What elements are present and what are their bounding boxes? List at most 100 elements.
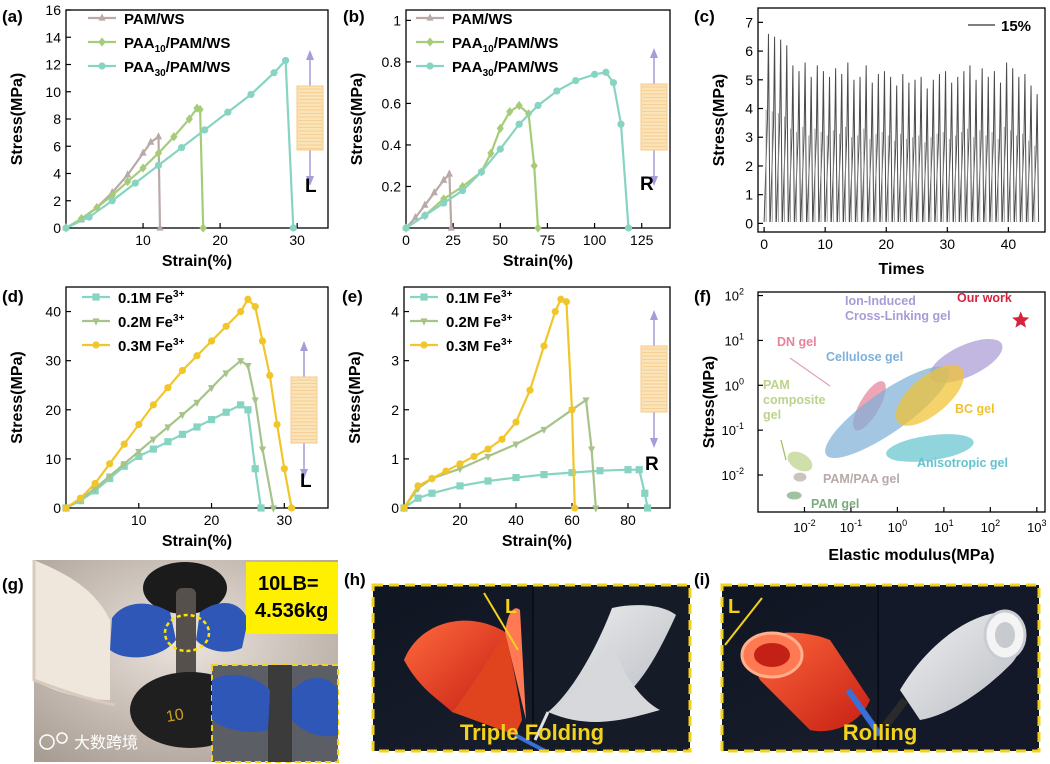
annotation-arrow bbox=[789, 357, 831, 387]
chart-f: 10-2 10-1 100 101 102 103 10-2 10-1 100 101 102 Ela… bbox=[701, 287, 1047, 564]
y-tick-label: 40 bbox=[45, 304, 61, 320]
data-point bbox=[154, 132, 163, 140]
data-point bbox=[201, 126, 209, 134]
data-point bbox=[590, 70, 599, 78]
data-point bbox=[178, 412, 187, 420]
data-point bbox=[85, 213, 93, 221]
data-point bbox=[280, 465, 288, 473]
series-cyclic bbox=[763, 33, 1040, 222]
legend-marker bbox=[426, 62, 434, 70]
data-point bbox=[131, 179, 139, 187]
data-point bbox=[458, 187, 467, 195]
plot-frame bbox=[65, 286, 329, 509]
cycle-peak bbox=[769, 36, 777, 222]
data-point bbox=[430, 188, 438, 196]
data-point bbox=[124, 177, 132, 187]
y-tick-label: 20 bbox=[45, 402, 61, 418]
legend-marker bbox=[92, 318, 100, 326]
x-tick-label: 10-2 bbox=[793, 518, 815, 535]
panel-a-label: (a) bbox=[2, 7, 23, 26]
sample-direction-tag: R bbox=[645, 454, 659, 475]
x-tick-label: 20 bbox=[452, 512, 468, 528]
data-point bbox=[411, 213, 420, 221]
weight-label-line2: 4.536kg bbox=[255, 600, 328, 622]
region-label: PAM composite gel bbox=[763, 378, 826, 422]
panel-c-label: (c) bbox=[694, 7, 715, 26]
chart-a: 10 20 30 0 2 4 6 8 10 12 14 16 Strain(%) Stress(MPa) P… bbox=[9, 2, 329, 270]
y-tick-label: 1 bbox=[391, 451, 399, 467]
watermark-text: 大数跨境 bbox=[74, 733, 138, 752]
legend-label: PAA30/PAM/WS bbox=[124, 59, 230, 79]
x-tick-label: 100 bbox=[888, 518, 907, 535]
y-tick-label: 6 bbox=[53, 138, 61, 154]
data-point bbox=[477, 168, 486, 176]
data-point bbox=[609, 79, 618, 87]
y-tick-label: 0.6 bbox=[382, 95, 402, 111]
data-point bbox=[289, 224, 297, 232]
data-point bbox=[154, 148, 163, 158]
y-tick-label: 1 bbox=[745, 187, 753, 203]
tensile-sample-icon: R bbox=[640, 310, 668, 475]
cycle-peak bbox=[879, 71, 887, 222]
data-point bbox=[193, 352, 201, 360]
series-line bbox=[65, 106, 205, 229]
data-point bbox=[442, 467, 450, 475]
data-point bbox=[244, 406, 252, 414]
data-point bbox=[251, 465, 259, 473]
data-point bbox=[641, 489, 649, 497]
series-3 bbox=[62, 56, 297, 232]
data-point bbox=[530, 161, 538, 171]
legend-entry: PAA10/PAM/WS bbox=[88, 35, 230, 55]
data-point bbox=[91, 485, 99, 493]
data-point bbox=[207, 385, 216, 393]
data-point bbox=[540, 342, 548, 350]
stretch-arrow-down-icon bbox=[306, 176, 314, 186]
cycle-peak bbox=[1026, 85, 1033, 222]
y-axis-title: Stress(MPa) bbox=[349, 73, 366, 165]
panel-c: (c) 0 10 20 30 40 0 1 2 3 4 5 6 7 Times Stress(MPa) 15% bbox=[694, 7, 1046, 278]
data-point bbox=[588, 446, 596, 454]
cycle-peak bbox=[775, 39, 783, 222]
panel-h-label: (h) bbox=[344, 570, 366, 589]
series-2 bbox=[62, 103, 207, 233]
x-tick-label: 30 bbox=[940, 236, 956, 252]
cycle-peak bbox=[830, 68, 838, 222]
cycle-peak bbox=[904, 82, 911, 222]
white-gel-rolled bbox=[882, 609, 1027, 728]
legend-marker bbox=[98, 13, 106, 21]
legend-label: PAA30/PAM/WS bbox=[452, 59, 558, 79]
region-4 bbox=[895, 364, 965, 426]
cycle-peak bbox=[818, 71, 826, 222]
y-tick-label: 10-1 bbox=[722, 421, 744, 438]
stretch-arrow-up-icon bbox=[650, 48, 658, 58]
data-point bbox=[506, 107, 514, 117]
photo-g: (g) 10 10LB= 4.536kg 大数跨境 bbox=[2, 560, 339, 763]
sample-direction-tag: R bbox=[640, 174, 654, 195]
data-point bbox=[273, 420, 281, 429]
legend-marker bbox=[92, 341, 100, 349]
cycle-peak bbox=[824, 76, 832, 222]
cycle-peak bbox=[946, 82, 954, 222]
cycle-peak bbox=[806, 76, 814, 222]
cycle-peak bbox=[989, 71, 997, 222]
y-tick-label: 10 bbox=[45, 84, 61, 100]
data-point bbox=[440, 199, 448, 207]
chart-e: 20 40 60 80 0 1 2 3 4 Strain(%) Stress(MPa) 0.1M Fe… bbox=[347, 286, 671, 550]
data-point bbox=[135, 448, 143, 457]
legend-marker bbox=[426, 13, 434, 21]
x-tick-label: 60 bbox=[564, 512, 580, 528]
data-point bbox=[149, 436, 157, 444]
data-point bbox=[91, 479, 99, 488]
watermark-logo bbox=[39, 732, 68, 750]
series-1 bbox=[62, 401, 265, 512]
data-point bbox=[596, 467, 604, 475]
region-label: Ion-Induced Cross-Linking gel bbox=[845, 294, 951, 323]
y-tick-label: 4 bbox=[745, 101, 753, 117]
x-tick-label: 30 bbox=[289, 232, 305, 248]
series-3 bbox=[62, 295, 296, 512]
data-point bbox=[222, 408, 230, 416]
legend-entry: PAM/WS bbox=[88, 11, 185, 28]
panel-d-label: (d) bbox=[2, 287, 24, 306]
sample-direction-tag: L bbox=[305, 176, 317, 197]
data-point bbox=[402, 224, 410, 232]
